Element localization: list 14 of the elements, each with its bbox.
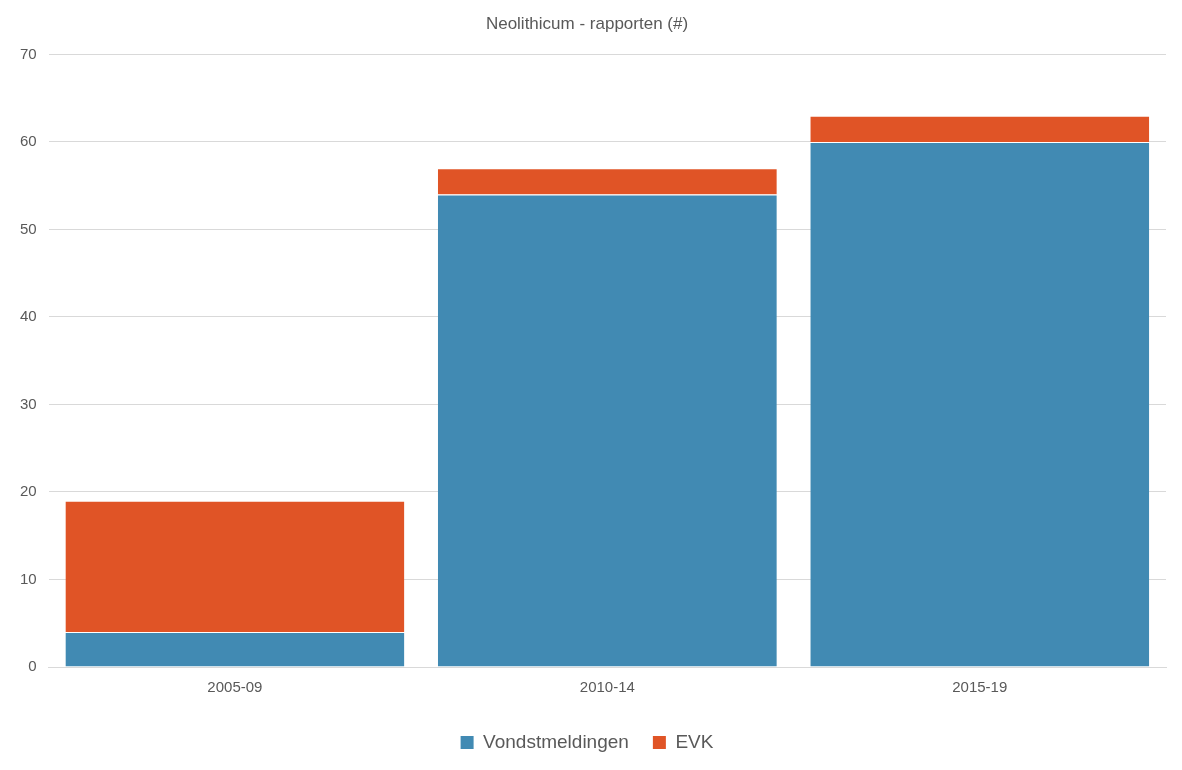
y-tick-label: 0 (28, 657, 37, 675)
x-tick-label: 2010-14 (579, 678, 635, 696)
y-tick-label: 40 (20, 307, 37, 325)
y-tick-label: 10 (20, 569, 37, 587)
legend-label: EVK (675, 730, 714, 752)
x-tick-label: 2015-19 (952, 678, 1008, 696)
y-tick-label: 20 (20, 482, 37, 500)
y-tick-label: 50 (20, 219, 37, 237)
y-tick-label: 70 (20, 44, 37, 62)
y-tick-label: 30 (20, 394, 37, 412)
x-tick-label: 2005-09 (207, 678, 263, 696)
y-tick-label: 60 (20, 132, 37, 150)
legend-label: Vondstmeldingen (483, 730, 629, 752)
chart-title: Neolithicum - rapporten (#) (485, 13, 689, 33)
